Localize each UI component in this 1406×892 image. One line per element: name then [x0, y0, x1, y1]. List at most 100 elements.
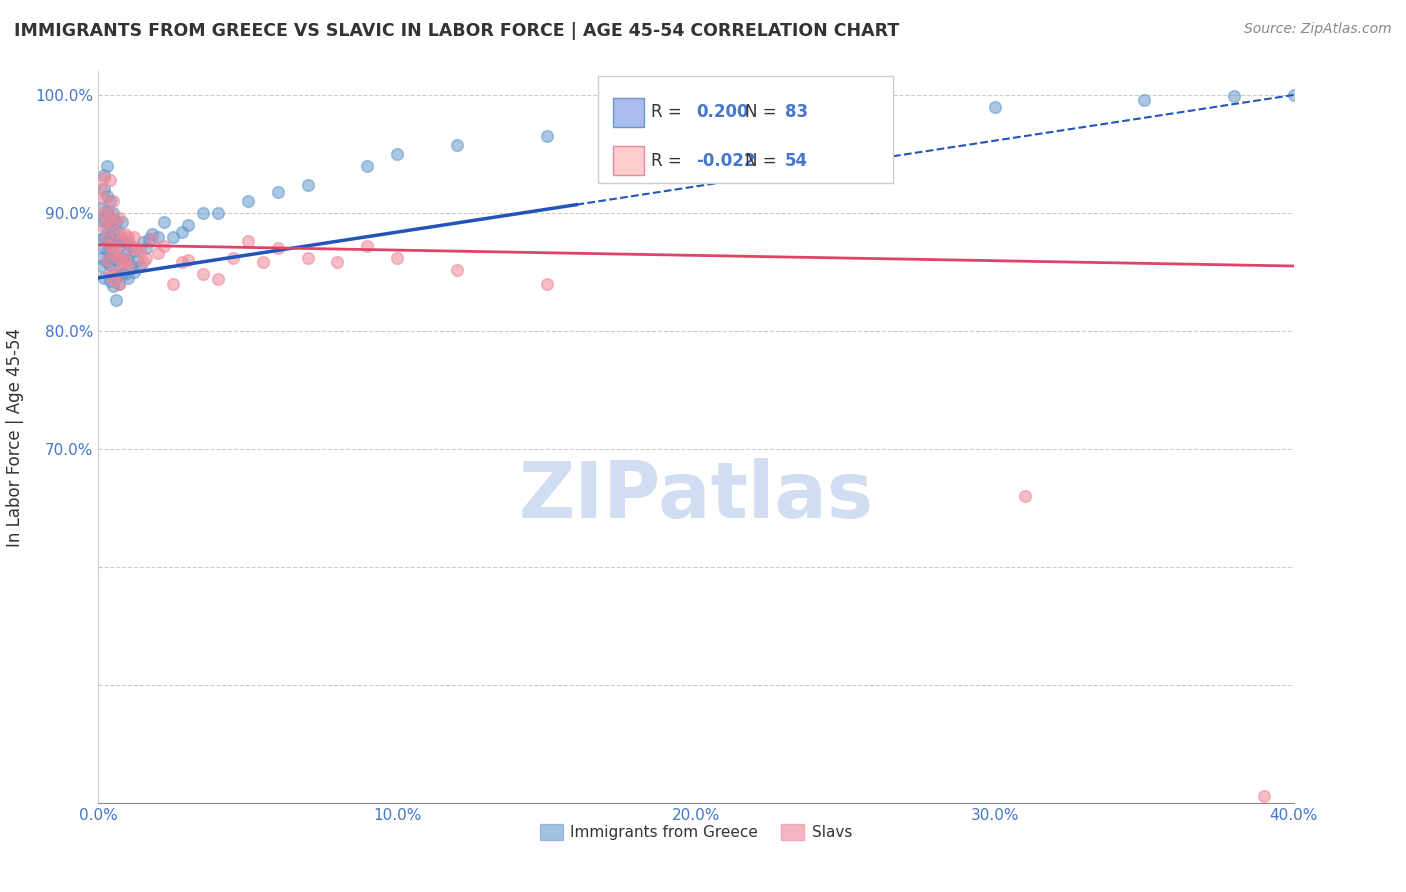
Point [111, 232, 134, 246]
Point [120, 259, 142, 273]
Point [111, 251, 134, 265]
Point [96, 213, 118, 227]
Point [124, 229, 146, 244]
Point [132, 255, 155, 269]
Point [98, 218, 122, 232]
Point [207, 272, 229, 286]
Point [536, 277, 558, 291]
Text: ZIPatlas: ZIPatlas [519, 458, 873, 533]
Point [98, 241, 122, 255]
Text: N =: N = [745, 152, 782, 169]
Point [96, 203, 118, 218]
Point [191, 206, 214, 220]
Point [103, 246, 125, 260]
Point [356, 239, 378, 253]
Point [129, 244, 152, 258]
Point [114, 235, 136, 250]
Point [103, 206, 125, 220]
Point [120, 239, 142, 253]
Point [93, 168, 115, 182]
Point [127, 241, 149, 255]
Point [105, 235, 128, 250]
Point [191, 267, 214, 281]
Point [172, 225, 194, 239]
Point [96, 244, 118, 258]
Point [103, 225, 125, 239]
Text: 54: 54 [785, 152, 807, 169]
Point [105, 270, 128, 285]
Point [93, 192, 115, 206]
Point [297, 178, 319, 192]
Point [297, 251, 319, 265]
Point [103, 211, 125, 226]
Point [132, 235, 155, 250]
Point [98, 239, 122, 253]
Point [98, 206, 122, 220]
Point [385, 251, 409, 265]
Point [96, 159, 118, 173]
Point [162, 277, 184, 291]
Point [446, 137, 468, 152]
Point [138, 232, 160, 246]
Point [114, 253, 136, 268]
Point [148, 246, 170, 260]
Point [111, 267, 134, 281]
Point [98, 173, 122, 187]
Point [114, 227, 136, 242]
Point [93, 270, 115, 285]
Point [1014, 489, 1036, 503]
Point [117, 253, 139, 268]
Point [129, 259, 152, 273]
Point [124, 265, 146, 279]
Point [93, 170, 115, 185]
Point [98, 194, 122, 208]
Point [96, 220, 118, 235]
Point [105, 293, 128, 308]
Point [105, 241, 128, 255]
Text: Source: ZipAtlas.com: Source: ZipAtlas.com [1244, 22, 1392, 37]
Point [446, 262, 468, 277]
Point [93, 241, 115, 255]
Point [90, 206, 112, 220]
Point [108, 277, 131, 291]
Point [236, 234, 259, 248]
Point [141, 232, 163, 246]
Point [108, 277, 131, 291]
Point [108, 211, 131, 225]
Point [1282, 87, 1305, 102]
Text: 0.200: 0.200 [696, 103, 748, 121]
Point [135, 241, 157, 255]
Point [90, 182, 112, 196]
Point [1223, 89, 1246, 103]
Text: -0.022: -0.022 [696, 152, 755, 169]
Point [108, 258, 131, 272]
Point [93, 182, 115, 196]
Point [1133, 93, 1156, 107]
Point [172, 255, 194, 269]
Y-axis label: In Labor Force | Age 45-54: In Labor Force | Age 45-54 [7, 327, 24, 547]
Point [984, 100, 1007, 114]
Point [105, 215, 128, 229]
Text: IMMIGRANTS FROM GREECE VS SLAVIC IN LABOR FORCE | AGE 45-54 CORRELATION CHART: IMMIGRANTS FROM GREECE VS SLAVIC IN LABO… [14, 22, 900, 40]
Point [153, 239, 176, 253]
Text: R =: R = [651, 103, 688, 121]
Point [804, 105, 827, 120]
Point [356, 159, 378, 173]
Point [267, 185, 290, 199]
Point [90, 213, 112, 227]
Point [96, 232, 118, 246]
Point [98, 229, 122, 244]
Point [117, 270, 139, 285]
Point [207, 206, 229, 220]
Point [103, 279, 125, 293]
Point [96, 255, 118, 269]
Point [90, 251, 112, 265]
Point [222, 251, 245, 265]
Point [105, 225, 128, 239]
Point [93, 220, 115, 235]
Point [96, 234, 118, 248]
Point [117, 258, 139, 272]
Point [103, 272, 125, 286]
Point [98, 258, 122, 272]
Point [96, 189, 118, 203]
